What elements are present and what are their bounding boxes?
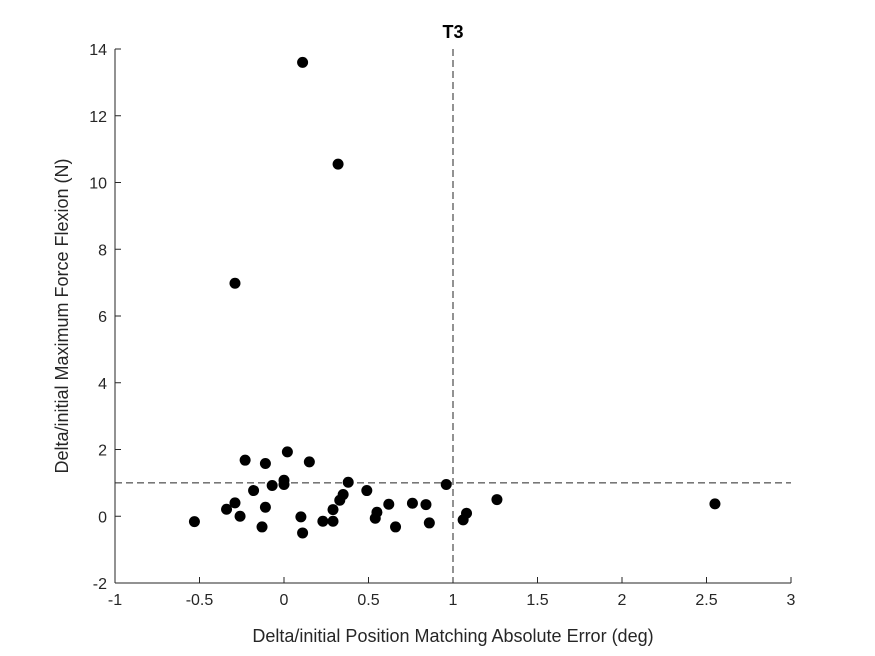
y-tick-label: 10 — [89, 176, 107, 193]
x-ticks: -1 -0.5 0 0.5 1 1.5 2 2.5 3 — [108, 577, 796, 609]
data-point — [229, 497, 241, 509]
data-point — [423, 517, 435, 529]
y-tick-label: -2 — [93, 576, 107, 593]
data-point — [259, 458, 271, 470]
data-point — [234, 510, 246, 522]
data-point — [266, 480, 278, 492]
data-point — [332, 158, 344, 170]
x-tick-label: 1 — [449, 592, 458, 609]
x-axis-label: Delta/initial Position Matching Absolute… — [252, 626, 653, 646]
data-point — [297, 56, 309, 68]
data-point — [248, 485, 260, 497]
data-point — [440, 479, 452, 491]
data-point — [239, 454, 251, 466]
y-ticks: -2 0 2 4 6 8 10 12 14 — [89, 42, 121, 593]
x-tick-label: 2 — [618, 592, 627, 609]
data-point — [221, 503, 233, 515]
x-tick-label: 0 — [280, 592, 289, 609]
x-tick-label: 0.5 — [357, 592, 379, 609]
y-tick-label: 0 — [98, 509, 107, 526]
x-tick-label: -0.5 — [186, 592, 214, 609]
data-point — [491, 494, 503, 506]
data-point — [457, 514, 469, 526]
data-point — [334, 494, 346, 506]
data-point — [420, 499, 432, 511]
plot-area — [115, 49, 791, 583]
data-point — [390, 521, 402, 533]
y-tick-label: 12 — [89, 109, 107, 126]
data-point — [369, 512, 381, 524]
data-point — [342, 476, 354, 488]
chart-title: T3 — [442, 22, 463, 42]
data-point — [256, 521, 268, 533]
data-point — [229, 277, 241, 289]
x-tick-label: 1.5 — [526, 592, 548, 609]
data-point — [281, 446, 293, 458]
data-point — [297, 527, 309, 539]
data-point — [327, 504, 339, 516]
x-tick-label: 2.5 — [695, 592, 717, 609]
data-point — [278, 479, 290, 491]
data-point — [361, 485, 373, 497]
x-tick-label: 3 — [787, 592, 796, 609]
y-tick-label: 8 — [98, 242, 107, 259]
y-tick-label: 14 — [89, 42, 107, 59]
data-point — [406, 497, 418, 509]
y-tick-label: 2 — [98, 443, 107, 460]
x-tick-label: -1 — [108, 592, 122, 609]
data-point — [303, 456, 315, 468]
data-point — [327, 515, 339, 527]
data-point — [383, 498, 395, 510]
data-point — [259, 501, 271, 513]
data-point — [709, 498, 721, 510]
data-point — [188, 516, 200, 528]
y-axis-label: Delta/initial Maximum Force Flexion (N) — [52, 158, 72, 473]
data-point — [317, 515, 329, 527]
y-tick-label: 4 — [98, 376, 107, 393]
y-tick-label: 6 — [98, 309, 107, 326]
data-point — [295, 511, 307, 523]
